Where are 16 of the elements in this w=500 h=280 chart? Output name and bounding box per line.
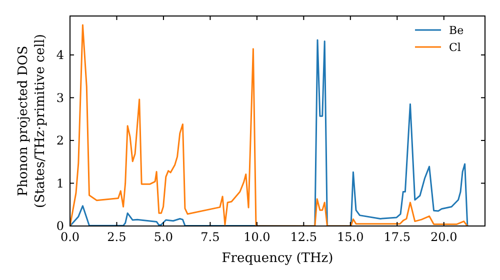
legend-label: Cl: [449, 40, 462, 54]
x-tick-label: 2.5: [107, 230, 126, 244]
x-tick-label: 5.0: [154, 230, 174, 244]
x-tick-label: 7.5: [200, 230, 220, 244]
x-tick-label: 10.0: [244, 230, 270, 244]
x-axis-title: Frequency (THz): [222, 251, 334, 266]
legend-label: Be: [449, 24, 464, 37]
y-tick-label: 2: [56, 134, 64, 148]
y-axis-title: Phonon projected DOS (States/THz·primitive cell): [16, 34, 48, 208]
x-tick-label: 17.5: [384, 230, 410, 244]
y-tick-label: 4: [56, 48, 64, 62]
x-tick-label: 15.0: [337, 230, 364, 244]
x-tick-label: 20.0: [430, 230, 458, 244]
x-tick-label: 12.5: [290, 230, 318, 244]
y-tick-label: 3: [56, 90, 64, 105]
y-tick-label: 1: [56, 176, 64, 190]
